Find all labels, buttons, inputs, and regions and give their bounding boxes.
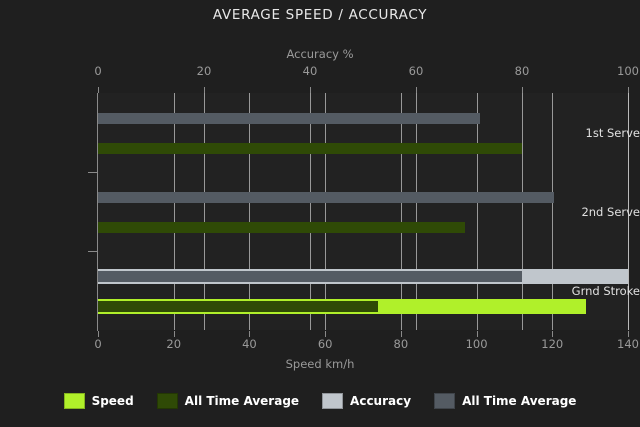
legend-swatch-icon [434, 393, 456, 409]
bottom-axis-tick [173, 331, 175, 337]
gridline-accuracy [628, 93, 629, 330]
bottom-axis-tick [400, 331, 402, 337]
top-axis-tick [204, 87, 205, 93]
gridline-accuracy [204, 93, 205, 330]
bar-all-time-average [98, 271, 522, 282]
bottom-axis-tick [628, 331, 629, 337]
legend-item[interactable]: Accuracy [322, 393, 411, 409]
top-axis-tick [416, 87, 417, 93]
top-axis-title: Accuracy % [286, 47, 354, 61]
gridline-speed [173, 93, 175, 330]
category-label: 2nd Serve [581, 204, 640, 219]
legend-item[interactable]: Speed [63, 393, 134, 409]
bottom-axis-tick-label: 120 [541, 337, 564, 351]
bottom-axis-tick-label: 80 [393, 337, 409, 351]
gridline-accuracy [522, 93, 523, 330]
bottom-axis-tick [249, 331, 251, 337]
bottom-axis-tick-label: 60 [317, 337, 333, 351]
top-axis-tick [98, 87, 99, 93]
bar-all-time-average [98, 192, 554, 203]
bottom-axis-tick [476, 331, 478, 337]
bar-all-time-average [98, 301, 379, 312]
top-axis-tick-label: 40 [302, 64, 318, 78]
bottom-axis-title: Speed km/h [285, 357, 355, 371]
y-axis-line [97, 93, 98, 331]
gridline-speed [249, 93, 251, 330]
top-axis-tick-label: 20 [196, 64, 212, 78]
gridline-speed [476, 93, 478, 330]
legend-label: All Time Average [184, 394, 300, 408]
legend-label: Speed [91, 394, 134, 408]
bottom-axis-tick-label: 100 [465, 337, 488, 351]
top-axis-tick-label: 60 [408, 64, 424, 78]
category-label: 1st Serve [585, 125, 640, 140]
legend-swatch-icon [156, 393, 178, 409]
plot-area [98, 93, 629, 330]
chart-title: AVERAGE SPEED / ACCURACY [212, 7, 428, 23]
category-tick [88, 172, 97, 173]
bottom-axis-tick [98, 331, 99, 337]
category-tick [88, 251, 97, 252]
bar-all-time-average [98, 222, 466, 233]
bottom-axis-tick-label: 20 [166, 337, 182, 351]
gridline-speed [325, 93, 327, 330]
legend-item[interactable]: All Time Average [434, 393, 576, 409]
bottom-axis-tick [552, 331, 554, 337]
legend-label: Accuracy [350, 394, 412, 408]
top-axis-tick [310, 87, 311, 93]
top-axis-tick [522, 87, 523, 93]
bar-all-time-average [98, 113, 480, 124]
top-axis-tick [628, 87, 629, 93]
legend-label: All Time Average [462, 394, 577, 408]
bottom-axis-tick-label: 40 [242, 337, 257, 351]
bottom-axis-tick-label: 0 [94, 337, 102, 351]
chart-legend: Speed All Time Average Accuracy All Time Av… [0, 393, 640, 409]
bar-all-time-average [98, 143, 522, 154]
gridline-speed [400, 93, 402, 330]
top-axis-tick-label: 100 [617, 64, 639, 78]
legend-item[interactable]: All Time Average [156, 393, 300, 409]
gridline-speed [552, 93, 554, 330]
category-label: Grnd Stroke [571, 283, 640, 298]
legend-swatch-icon [63, 393, 85, 409]
gridline-accuracy [416, 93, 417, 330]
top-axis-tick-label: 80 [514, 64, 530, 78]
legend-swatch-icon [322, 393, 344, 409]
gridline-accuracy [310, 93, 311, 330]
top-axis-tick-label: 0 [94, 64, 102, 78]
bottom-axis-tick-label: 140 [617, 337, 639, 351]
bottom-axis-tick [325, 331, 327, 337]
